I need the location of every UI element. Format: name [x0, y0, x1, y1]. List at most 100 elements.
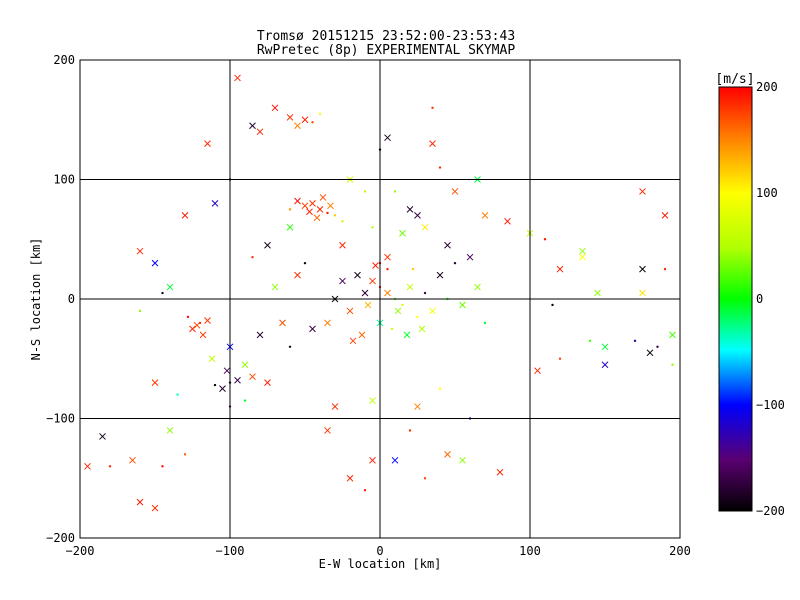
y-tick-label: 200	[53, 53, 75, 67]
data-point	[211, 200, 219, 207]
data-point	[213, 383, 217, 387]
data-point	[399, 229, 406, 237]
data-point	[136, 247, 144, 255]
data-point	[459, 301, 466, 309]
data-point	[176, 393, 179, 396]
data-point	[431, 106, 434, 110]
grid-lines	[80, 60, 680, 538]
data-point	[339, 277, 346, 285]
data-point	[234, 376, 241, 384]
x-tick-label: 200	[669, 544, 691, 558]
data-point	[414, 211, 421, 219]
data-point	[408, 429, 412, 432]
data-point	[369, 456, 376, 464]
data-point	[301, 202, 309, 210]
data-point	[264, 379, 271, 387]
y-tick-label: −200	[46, 531, 75, 545]
data-point	[166, 283, 174, 291]
data-point	[403, 331, 411, 339]
data-point	[453, 261, 457, 265]
y-tick-label: 100	[53, 173, 75, 187]
colorbar-label: [m/s]	[715, 72, 754, 87]
data-point	[646, 349, 654, 357]
data-point	[199, 331, 207, 339]
data-point	[391, 456, 399, 464]
data-point	[444, 450, 451, 458]
data-point	[669, 331, 676, 339]
y-tick-label: −100	[46, 412, 75, 426]
colorbar	[718, 86, 753, 512]
data-point	[364, 301, 372, 309]
data-point	[601, 343, 609, 351]
data-point	[421, 223, 429, 231]
data-point	[186, 315, 190, 319]
data-point	[208, 355, 216, 363]
data-point	[384, 253, 391, 261]
data-point	[339, 241, 346, 249]
data-point	[341, 220, 344, 223]
data-point	[324, 427, 331, 434]
data-points	[84, 74, 676, 512]
data-point	[354, 271, 361, 279]
data-point	[311, 120, 314, 124]
data-point	[394, 307, 402, 315]
data-point	[204, 317, 211, 324]
x-tick-label: −100	[216, 544, 245, 558]
data-point	[309, 325, 316, 333]
data-point	[151, 379, 159, 387]
data-point	[288, 208, 292, 211]
data-point	[99, 433, 106, 440]
y-axis-label: N-S location [km]	[29, 238, 43, 361]
data-point	[556, 265, 564, 273]
plot-area	[79, 59, 681, 539]
data-point	[181, 211, 189, 219]
data-point	[301, 116, 309, 124]
data-point	[363, 489, 367, 492]
data-point	[639, 289, 646, 297]
colorbar-ticks: 200 100 0 −100 −200	[756, 80, 785, 518]
data-point	[241, 361, 249, 369]
data-point	[331, 403, 339, 410]
colorbar-tick-label: −200	[756, 504, 785, 518]
data-point	[136, 498, 144, 506]
data-point	[369, 397, 376, 404]
data-point	[346, 307, 354, 315]
data-point	[429, 140, 436, 148]
data-point	[223, 367, 231, 375]
data-point	[161, 465, 164, 468]
data-point	[558, 357, 562, 360]
data-point	[294, 271, 301, 279]
data-point	[327, 202, 334, 210]
data-point	[319, 194, 327, 201]
data-point	[251, 255, 254, 259]
data-point	[256, 331, 264, 339]
data-point	[306, 208, 313, 216]
data-point	[324, 319, 331, 327]
data-point	[286, 114, 294, 121]
y-tick-label: 0	[68, 292, 75, 306]
data-point	[423, 291, 427, 295]
data-point	[234, 74, 241, 82]
data-point	[436, 271, 444, 279]
data-point	[349, 337, 357, 345]
data-point	[393, 190, 397, 193]
data-point	[161, 291, 164, 295]
data-point	[496, 468, 504, 476]
data-point	[639, 188, 646, 195]
data-point	[451, 188, 459, 195]
data-point	[588, 339, 592, 343]
data-point	[671, 363, 674, 366]
data-point	[444, 241, 451, 249]
data-point	[504, 217, 511, 225]
data-point	[459, 456, 466, 464]
data-point	[474, 283, 481, 291]
x-tick-label: −200	[66, 544, 95, 558]
data-point	[219, 385, 226, 392]
data-point	[84, 462, 91, 470]
data-point	[406, 206, 414, 213]
data-point	[656, 345, 659, 348]
data-point	[406, 283, 414, 291]
data-point	[481, 211, 489, 219]
data-point	[386, 267, 389, 271]
data-point	[309, 200, 316, 207]
